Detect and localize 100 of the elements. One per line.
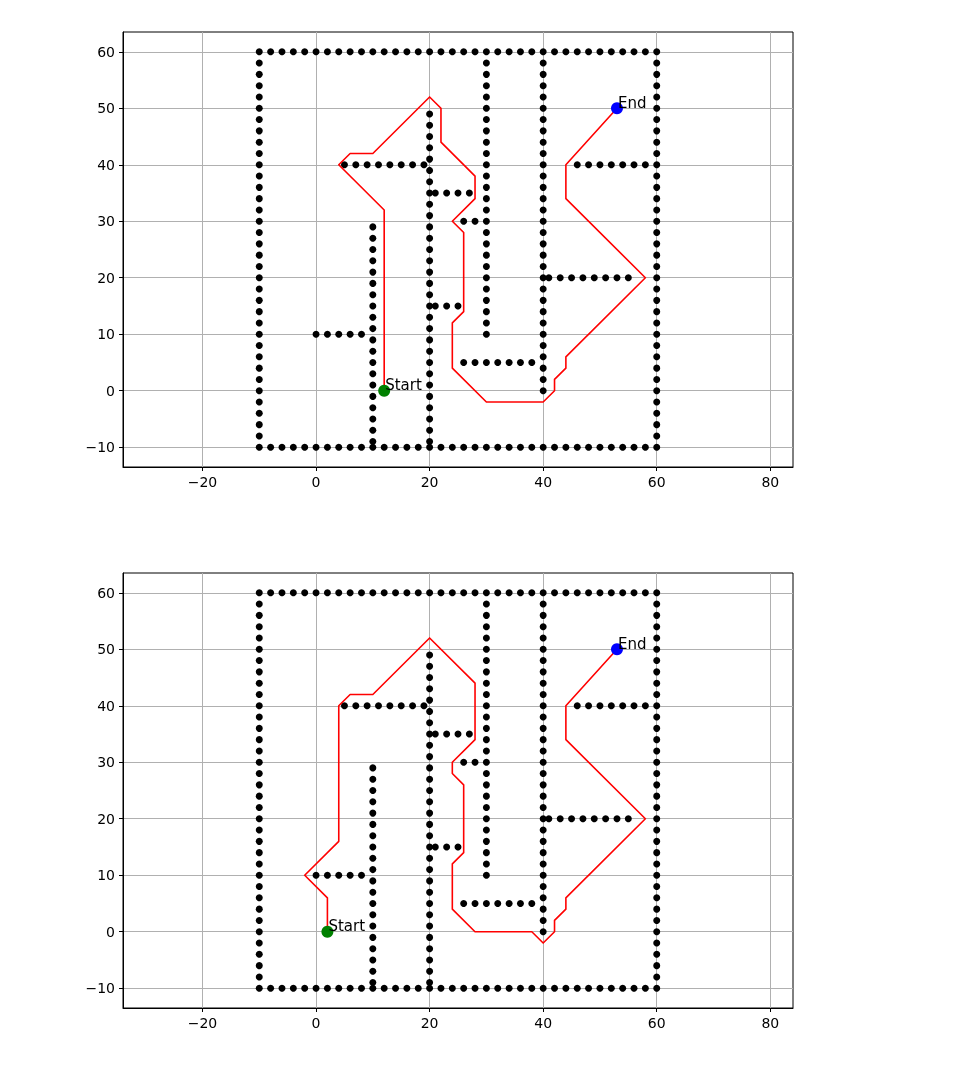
point	[255, 443, 263, 451]
point	[301, 443, 309, 451]
point	[426, 313, 434, 321]
point	[369, 945, 377, 953]
point	[494, 589, 502, 597]
point	[653, 611, 661, 619]
point	[255, 409, 263, 417]
x-tick-label: 0	[311, 1015, 321, 1031]
point	[596, 984, 604, 992]
point	[653, 837, 661, 845]
point	[369, 291, 377, 299]
point	[255, 285, 263, 293]
point	[369, 820, 377, 828]
point	[357, 871, 365, 879]
point	[255, 950, 263, 958]
point	[539, 443, 547, 451]
point	[471, 48, 479, 56]
point	[539, 905, 547, 913]
point	[482, 600, 490, 608]
point	[369, 336, 377, 344]
point	[607, 589, 615, 597]
point	[426, 189, 434, 197]
point	[641, 702, 649, 710]
point	[516, 48, 524, 56]
point	[539, 183, 547, 191]
point	[426, 651, 434, 659]
point	[369, 415, 377, 423]
point	[289, 589, 297, 597]
point	[426, 404, 434, 412]
point	[426, 911, 434, 919]
point	[346, 984, 354, 992]
point	[551, 48, 559, 56]
point	[369, 866, 377, 874]
point	[539, 690, 547, 698]
point	[607, 161, 615, 169]
point	[255, 984, 263, 992]
point	[624, 274, 632, 282]
point	[545, 274, 553, 282]
point	[426, 922, 434, 930]
point	[255, 70, 263, 78]
point	[369, 313, 377, 321]
point	[539, 724, 547, 732]
point	[539, 116, 547, 124]
point	[369, 279, 377, 287]
point	[255, 815, 263, 823]
point	[369, 48, 377, 56]
point	[539, 127, 547, 135]
point	[539, 803, 547, 811]
point	[528, 899, 536, 907]
point	[482, 149, 490, 157]
point	[340, 702, 348, 710]
point	[494, 358, 502, 366]
point	[426, 121, 434, 129]
point	[426, 246, 434, 253]
point	[267, 984, 275, 992]
point	[539, 308, 547, 316]
point	[255, 421, 263, 429]
point	[386, 161, 394, 169]
point	[653, 251, 661, 259]
point	[641, 161, 649, 169]
point	[653, 70, 661, 78]
point	[460, 758, 468, 766]
point	[539, 217, 547, 225]
point	[255, 939, 263, 947]
point	[653, 668, 661, 676]
point	[369, 234, 377, 242]
point	[426, 200, 434, 208]
point	[380, 443, 388, 451]
point	[357, 443, 365, 451]
point	[482, 736, 490, 744]
point	[539, 713, 547, 721]
point	[482, 358, 490, 366]
point	[431, 843, 439, 851]
point	[494, 443, 502, 451]
point	[369, 787, 377, 794]
point	[255, 104, 263, 112]
point	[482, 837, 490, 845]
point	[255, 342, 263, 350]
point	[653, 127, 661, 135]
x-tick-label: 80	[761, 474, 780, 490]
line-series	[303, 637, 647, 944]
point	[426, 764, 434, 772]
point	[505, 984, 513, 992]
point	[255, 724, 263, 732]
point	[255, 274, 263, 282]
point	[369, 426, 377, 434]
point	[653, 984, 661, 992]
point	[482, 792, 490, 800]
point	[653, 747, 661, 755]
point	[426, 843, 434, 851]
point	[653, 792, 661, 800]
point	[369, 798, 377, 806]
point	[255, 623, 263, 631]
point	[516, 589, 524, 597]
point	[653, 342, 661, 350]
point	[482, 702, 490, 710]
point	[516, 984, 524, 992]
point	[426, 392, 434, 400]
point	[255, 736, 263, 744]
point	[482, 770, 490, 778]
